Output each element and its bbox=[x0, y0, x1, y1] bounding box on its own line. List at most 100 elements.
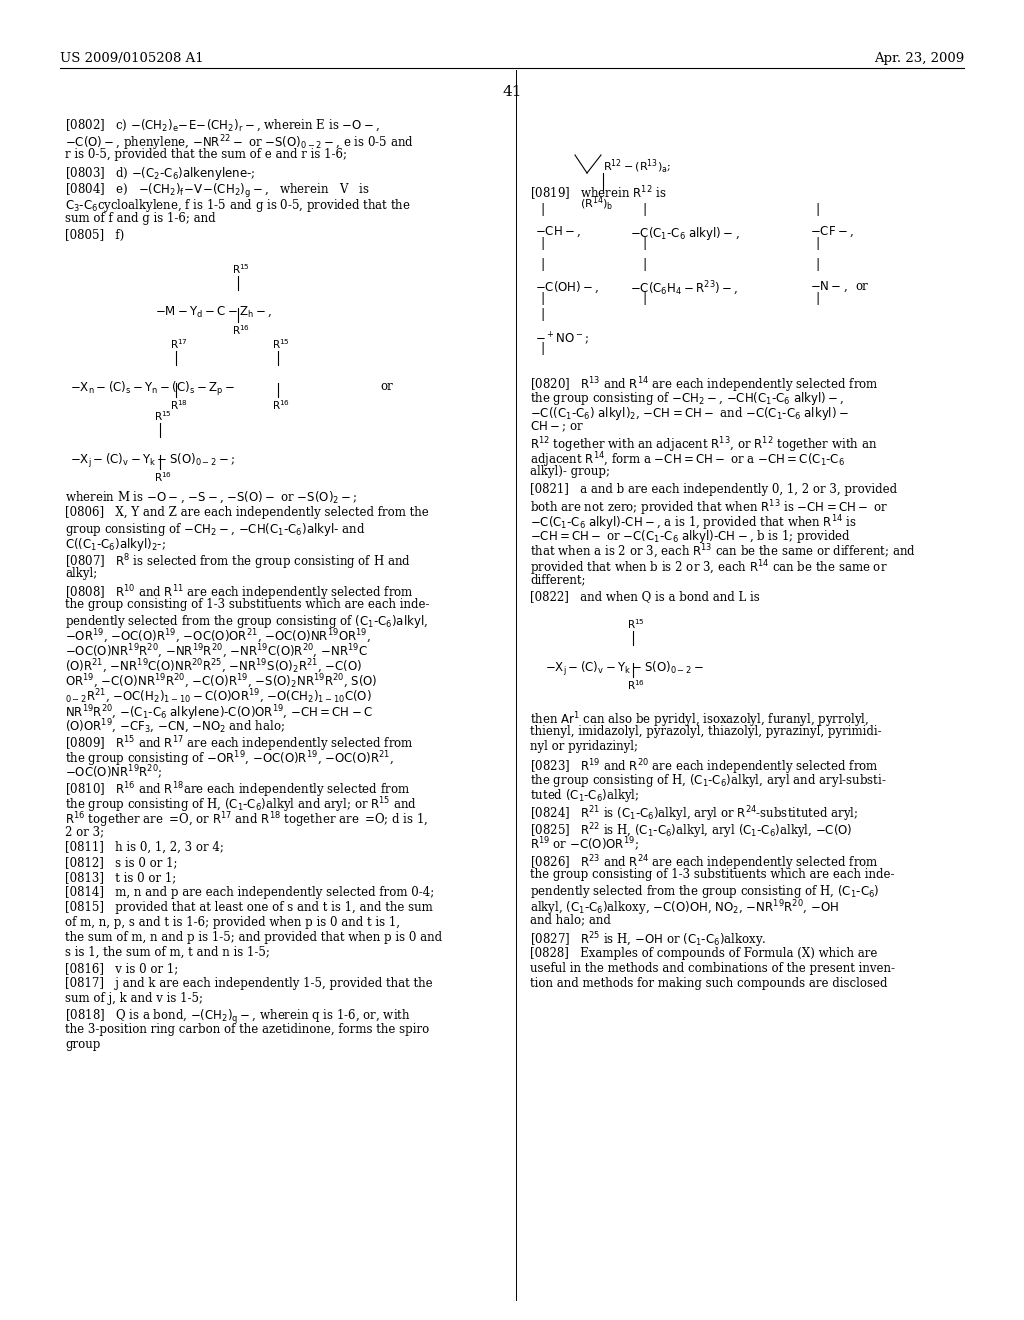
Text: $\mathrm{-CH-}$,: $\mathrm{-CH-}$, bbox=[535, 224, 581, 239]
Text: [0807]   $\mathrm{R^8}$ is selected from the group consisting of H and: [0807] $\mathrm{R^8}$ is selected from t… bbox=[65, 552, 411, 572]
Text: $\mathrm{R^{16}}$: $\mathrm{R^{16}}$ bbox=[272, 399, 290, 412]
Text: |: | bbox=[540, 203, 544, 216]
Text: [0826]   $\mathrm{R^{23}}$ and $\mathrm{R^{24}}$ are each independently selected: [0826] $\mathrm{R^{23}}$ and $\mathrm{R^… bbox=[530, 853, 879, 873]
Text: [0819]   wherein $\mathrm{R^{12}}$ is: [0819] wherein $\mathrm{R^{12}}$ is bbox=[530, 185, 667, 203]
Text: $\mathrm{-X_j-(C)_v-Y_k-S(O)_{0-2}-}$: $\mathrm{-X_j-(C)_v-Y_k-S(O)_{0-2}-}$ bbox=[545, 660, 703, 678]
Text: [0825]   $\mathrm{R^{22}}$ is H, $\mathrm{(C_1\text{-}C_6)}$alkyl, aryl $\mathrm: [0825] $\mathrm{R^{22}}$ is H, $\mathrm{… bbox=[530, 821, 853, 841]
Text: |: | bbox=[815, 257, 819, 271]
Text: then $\mathrm{Ar^1}$ can also be pyridyl, isoxazolyl, furanyl, pyrrolyl,: then $\mathrm{Ar^1}$ can also be pyridyl… bbox=[530, 710, 869, 730]
Text: |: | bbox=[815, 292, 819, 305]
Text: $\mathrm{-C(OH)-}$,: $\mathrm{-C(OH)-}$, bbox=[535, 280, 599, 296]
Text: [0802]   c) $\mathrm{-(CH_2)_e\!-\!E\!-\!(CH_2)_r-}$, wherein E is $\mathrm{-O-}: [0802] c) $\mathrm{-(CH_2)_e\!-\!E\!-\!(… bbox=[65, 117, 380, 133]
Text: $\mathrm{R^{17}}$: $\mathrm{R^{17}}$ bbox=[170, 337, 188, 351]
Text: both are not zero; provided that when $\mathrm{R^{13}}$ is $\mathrm{-CH{=}CH-}$ : both are not zero; provided that when $\… bbox=[530, 498, 888, 517]
Text: |: | bbox=[815, 203, 819, 216]
Text: $\mathrm{C((C_1\text{-}C_6)alkyl)_2\text{-}}$;: $\mathrm{C((C_1\text{-}C_6)alkyl)_2\text… bbox=[65, 536, 166, 553]
Text: $\mathrm{_{0-2}R^{21}}$, $\mathrm{-OC(H_2)_{1-10}-C(O)OR^{19}}$, $\mathrm{-O(CH_: $\mathrm{_{0-2}R^{21}}$, $\mathrm{-OC(H_… bbox=[65, 688, 372, 706]
Text: $\mathrm{-C(O)-}$, phenylene, $\mathrm{-NR^{22}-}$ or $\mathrm{-S(O)_{0-2}-}$, e: $\mathrm{-C(O)-}$, phenylene, $\mathrm{-… bbox=[65, 133, 414, 153]
Text: |: | bbox=[642, 203, 646, 216]
Text: the group consisting of 1-3 substituents which are each inde-: the group consisting of 1-3 substituents… bbox=[530, 869, 895, 880]
Text: [0815]   provided that at least one of s and t is 1, and the sum: [0815] provided that at least one of s a… bbox=[65, 902, 433, 913]
Text: $\mathrm{R^{15}}$: $\mathrm{R^{15}}$ bbox=[272, 337, 290, 351]
Text: pendently selected from the group consisting of $\mathrm{(C_1\text{-}C_6)alkyl}$: pendently selected from the group consis… bbox=[65, 612, 428, 630]
Text: different;: different; bbox=[530, 573, 586, 586]
Text: [0816]   v is 0 or 1;: [0816] v is 0 or 1; bbox=[65, 962, 178, 975]
Text: adjacent $\mathrm{R^{14}}$, form a $\mathrm{-CH{=}CH-}$ or a $\mathrm{-CH{=}C(C_: adjacent $\mathrm{R^{14}}$, form a $\mat… bbox=[530, 450, 845, 470]
Text: Apr. 23, 2009: Apr. 23, 2009 bbox=[873, 51, 964, 65]
Text: tuted $\mathrm{(C_1\text{-}C_6)}$alkyl;: tuted $\mathrm{(C_1\text{-}C_6)}$alkyl; bbox=[530, 787, 639, 804]
Text: s is 1, the sum of m, t and n is 1-5;: s is 1, the sum of m, t and n is 1-5; bbox=[65, 946, 270, 960]
Text: useful in the methods and combinations of the present inven-: useful in the methods and combinations o… bbox=[530, 962, 895, 975]
Text: $\mathrm{-N-}$,: $\mathrm{-N-}$, bbox=[810, 280, 848, 294]
Text: $\mathrm{-^+NO^-}$;: $\mathrm{-^+NO^-}$; bbox=[535, 330, 589, 347]
Text: [0812]   s is 0 or 1;: [0812] s is 0 or 1; bbox=[65, 855, 177, 869]
Text: $\mathrm{(O)OR^{19}}$, $\mathrm{-CF_3}$, $\mathrm{-CN}$, $\mathrm{-NO_2}$ and ha: $\mathrm{(O)OR^{19}}$, $\mathrm{-CF_3}$,… bbox=[65, 718, 285, 737]
Text: $\mathrm{NR^{19}R^{20}}$, $\mathrm{-(C_1\text{-}C_6\ alkylene)\text{-}C(O)OR^{19: $\mathrm{NR^{19}R^{20}}$, $\mathrm{-(C_1… bbox=[65, 704, 373, 722]
Text: the group consisting of $\mathrm{-OR^{19}}$, $\mathrm{-OC(O)R^{19}}$, $\mathrm{-: the group consisting of $\mathrm{-OR^{19… bbox=[65, 748, 394, 768]
Text: $\mathrm{R^{18}}$: $\mathrm{R^{18}}$ bbox=[170, 399, 188, 412]
Text: thienyl, imidazolyl, pyrazolyl, thiazolyl, pyrazinyl, pyrimidi-: thienyl, imidazolyl, pyrazolyl, thiazoly… bbox=[530, 725, 882, 738]
Text: and halo; and: and halo; and bbox=[530, 913, 611, 927]
Text: $\mathrm{-M-Y_d-C-Z_h-}$,: $\mathrm{-M-Y_d-C-Z_h-}$, bbox=[155, 305, 272, 319]
Text: $\mathrm{R^{15}}$: $\mathrm{R^{15}}$ bbox=[154, 409, 172, 422]
Text: 2 or 3;: 2 or 3; bbox=[65, 825, 104, 838]
Text: $\mathrm{R^{15}}$: $\mathrm{R^{15}}$ bbox=[627, 616, 645, 631]
Text: $\mathrm{(O)R^{21}}$, $\mathrm{-NR^{19}C(O)NR^{20}R^{25}}$, $\mathrm{-NR^{19}S(O: $\mathrm{(O)R^{21}}$, $\mathrm{-NR^{19}C… bbox=[65, 657, 362, 676]
Text: $\mathrm{-X_j-(C)_v-Y_k-S(O)_{0-2}-}$;: $\mathrm{-X_j-(C)_v-Y_k-S(O)_{0-2}-}$; bbox=[70, 451, 236, 470]
Text: or: or bbox=[855, 280, 867, 293]
Text: $\mathrm{-C(C_1\text{-}C_6\ alkyl)-}$,: $\mathrm{-C(C_1\text{-}C_6\ alkyl)-}$, bbox=[630, 224, 739, 242]
Text: $\mathrm{-CF-}$,: $\mathrm{-CF-}$, bbox=[810, 224, 854, 239]
Text: $\mathrm{OR^{19}}$, $\mathrm{-C(O)NR^{19}R^{20}}$, $\mathrm{-C(O)R^{19}}$, $\mat: $\mathrm{OR^{19}}$, $\mathrm{-C(O)NR^{19… bbox=[65, 673, 378, 692]
Text: wherein M is $\mathrm{-O-}$, $\mathrm{-S-}$, $\mathrm{-S(O)-}$ or $\mathrm{-S(O): wherein M is $\mathrm{-O-}$, $\mathrm{-S… bbox=[65, 490, 357, 506]
Text: |: | bbox=[540, 308, 544, 321]
Text: or: or bbox=[380, 380, 393, 393]
Text: $\mathrm{R^{12}}$ together with an adjacent $\mathrm{R^{13}}$, or $\mathrm{R^{12: $\mathrm{R^{12}}$ together with an adjac… bbox=[530, 436, 878, 454]
Text: $\mathrm{R^{16}}$: $\mathrm{R^{16}}$ bbox=[627, 678, 645, 692]
Text: of m, n, p, s and t is 1-6; provided when p is 0 and t is 1,: of m, n, p, s and t is 1-6; provided whe… bbox=[65, 916, 400, 929]
Text: [0805]   f): [0805] f) bbox=[65, 228, 124, 242]
Text: |: | bbox=[815, 238, 819, 249]
Text: that when a is 2 or 3, each $\mathrm{R^{13}}$ can be the same or different; and: that when a is 2 or 3, each $\mathrm{R^{… bbox=[530, 543, 915, 561]
Text: alkyl, $\mathrm{(C_1\text{-}C_6)}$alkoxy, $\mathrm{-C(O)OH}$, $\mathrm{NO_2}$, $: alkyl, $\mathrm{(C_1\text{-}C_6)}$alkoxy… bbox=[530, 898, 839, 917]
Text: pendently selected from the group consisting of H, $\mathrm{(C_1\text{-}C_6)}$: pendently selected from the group consis… bbox=[530, 883, 880, 900]
Text: the group consisting of H, $\mathrm{(C_1\text{-}C_6)}$alkyl, aryl and aryl-subst: the group consisting of H, $\mathrm{(C_1… bbox=[530, 772, 887, 789]
Text: $\mathrm{C_3\text{-}C_6}$cycloalkylene, f is 1-5 and g is 0-5, provided that the: $\mathrm{C_3\text{-}C_6}$cycloalkylene, … bbox=[65, 197, 411, 214]
Text: group consisting of $\mathrm{-CH_2-}$, $\mathrm{-CH(C_1\text{-}C_6)alkyl\text{-}: group consisting of $\mathrm{-CH_2-}$, $… bbox=[65, 521, 366, 539]
Text: [0820]   $\mathrm{R^{13}}$ and $\mathrm{R^{14}}$ are each independently selected: [0820] $\mathrm{R^{13}}$ and $\mathrm{R^… bbox=[530, 375, 879, 395]
Text: [0804]   e)   $\mathrm{-(CH_2)_f\!-\!V\!-\!(CH_2)_g-}$,   wherein   V   is: [0804] e) $\mathrm{-(CH_2)_f\!-\!V\!-\!(… bbox=[65, 182, 370, 201]
Text: [0808]   $\mathrm{R^{10}}$ and $\mathrm{R^{11}}$ are each independently selected: [0808] $\mathrm{R^{10}}$ and $\mathrm{R^… bbox=[65, 583, 414, 603]
Text: $\mathrm{R^{16}}$: $\mathrm{R^{16}}$ bbox=[154, 470, 172, 484]
Text: $\mathrm{CH-}$; or: $\mathrm{CH-}$; or bbox=[530, 420, 584, 434]
Text: [0813]   t is 0 or 1;: [0813] t is 0 or 1; bbox=[65, 871, 176, 884]
Text: $\mathrm{R^{19}}$ or $\mathrm{-C(O)OR^{19}}$;: $\mathrm{R^{19}}$ or $\mathrm{-C(O)OR^{1… bbox=[530, 836, 639, 854]
Text: |: | bbox=[540, 342, 544, 355]
Text: [0818]   Q is a bond, $\mathrm{-(CH_2)_q-}$, wherein q is 1-6, or, with: [0818] Q is a bond, $\mathrm{-(CH_2)_q-}… bbox=[65, 1008, 411, 1026]
Text: |: | bbox=[642, 238, 646, 249]
Text: $\mathrm{R^{15}}$: $\mathrm{R^{15}}$ bbox=[232, 261, 250, 276]
Text: the group consisting of H, $\mathrm{(C_1\text{-}C_6)}$alkyl and aryl; or $\mathr: the group consisting of H, $\mathrm{(C_1… bbox=[65, 795, 417, 814]
Text: US 2009/0105208 A1: US 2009/0105208 A1 bbox=[60, 51, 204, 65]
Text: $\mathrm{R^{12}-(R^{13})_a}$;: $\mathrm{R^{12}-(R^{13})_a}$; bbox=[603, 158, 671, 176]
Text: [0822]   and when Q is a bond and L is: [0822] and when Q is a bond and L is bbox=[530, 590, 760, 603]
Text: the group consisting of $\mathrm{-CH_2-}$, $\mathrm{-CH(C_1\text{-}C_6\ alkyl)-}: the group consisting of $\mathrm{-CH_2-}… bbox=[530, 389, 845, 407]
Text: alkyl;: alkyl; bbox=[65, 568, 97, 579]
Text: [0817]   j and k are each independently 1-5, provided that the: [0817] j and k are each independently 1-… bbox=[65, 977, 432, 990]
Text: [0828]   Examples of compounds of Formula (X) which are: [0828] Examples of compounds of Formula … bbox=[530, 946, 878, 960]
Text: nyl or pyridazinyl;: nyl or pyridazinyl; bbox=[530, 741, 638, 752]
Text: sum of j, k and v is 1-5;: sum of j, k and v is 1-5; bbox=[65, 993, 203, 1005]
Text: |: | bbox=[642, 257, 646, 271]
Text: provided that when b is 2 or 3, each $\mathrm{R^{14}}$ can be the same or: provided that when b is 2 or 3, each $\m… bbox=[530, 558, 888, 578]
Text: r is 0-5, provided that the sum of e and r is 1-6;: r is 0-5, provided that the sum of e and… bbox=[65, 148, 347, 161]
Text: $\mathrm{-OC(O)NR^{19}R^{20}}$, $\mathrm{-NR^{19}R^{20}}$, $\mathrm{-NR^{19}C(O): $\mathrm{-OC(O)NR^{19}R^{20}}$, $\mathrm… bbox=[65, 643, 368, 661]
Text: $\mathrm{-OR^{19}}$, $\mathrm{-OC(O)R^{19}}$, $\mathrm{-OC(O)OR^{21}}$, $\mathrm: $\mathrm{-OR^{19}}$, $\mathrm{-OC(O)R^{1… bbox=[65, 628, 371, 645]
Text: |: | bbox=[642, 292, 646, 305]
Text: [0827]   $\mathrm{R^{25}}$ is H, $\mathrm{-OH}$ or $\mathrm{(C_1\text{-}C_6)}$al: [0827] $\mathrm{R^{25}}$ is H, $\mathrm{… bbox=[530, 931, 767, 949]
Text: |: | bbox=[540, 238, 544, 249]
Text: $\mathrm{R^{16}}$ together are $=\!$O, or $\mathrm{R^{17}}$ and $\mathrm{R^{18}}: $\mathrm{R^{16}}$ together are $=\!$O, o… bbox=[65, 810, 428, 829]
Text: $\mathrm{(R^{14})_b}$: $\mathrm{(R^{14})_b}$ bbox=[580, 195, 613, 214]
Text: [0821]   a and b are each independently 0, 1, 2 or 3, provided: [0821] a and b are each independently 0,… bbox=[530, 483, 897, 496]
Text: $\mathrm{-X_n-(C)_s-Y_n-(C)_s-Z_p-}$: $\mathrm{-X_n-(C)_s-Y_n-(C)_s-Z_p-}$ bbox=[70, 380, 236, 399]
Text: the sum of m, n and p is 1-5; and provided that when p is 0 and: the sum of m, n and p is 1-5; and provid… bbox=[65, 931, 442, 944]
Text: $\mathrm{-C((C_1\text{-}C_6)\ alkyl)_2}$, $\mathrm{-CH{=}CH-}$ and $\mathrm{-C(C: $\mathrm{-C((C_1\text{-}C_6)\ alkyl)_2}$… bbox=[530, 405, 849, 422]
Text: [0806]   X, Y and Z are each independently selected from the: [0806] X, Y and Z are each independently… bbox=[65, 506, 429, 519]
